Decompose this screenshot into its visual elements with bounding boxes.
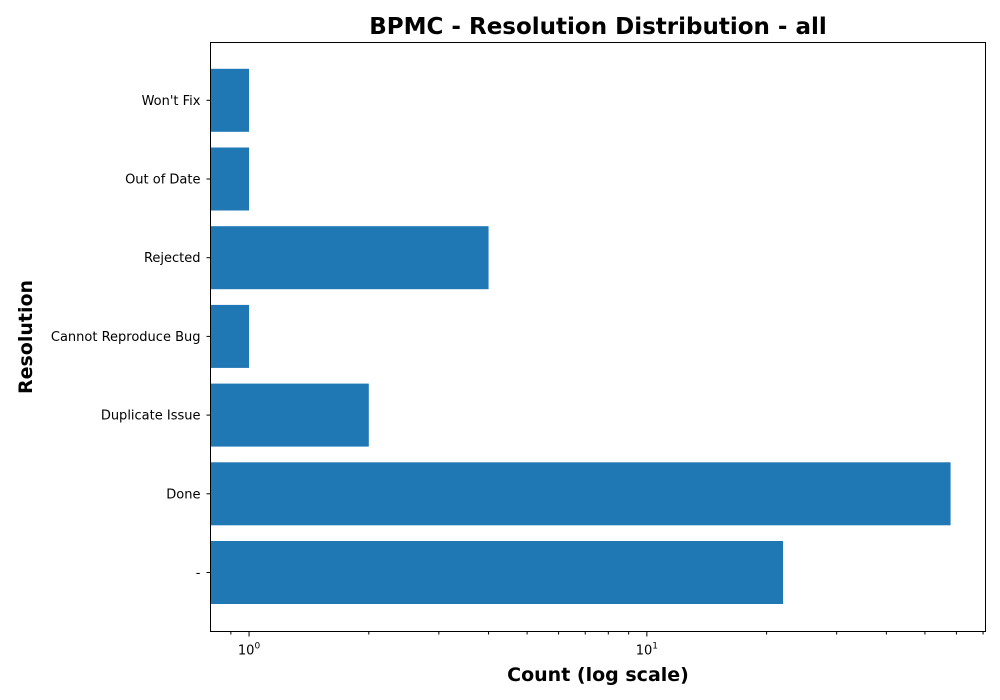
bars-group xyxy=(210,68,951,604)
bar-blank xyxy=(210,541,784,604)
y-axis-ticks: - Done Duplicate Issue Cannot Reproduce Bug… xyxy=(51,94,211,581)
x-tick-label: 100 xyxy=(238,642,261,659)
bar-duplicate-issue xyxy=(210,383,369,447)
bar-out-of-date xyxy=(210,147,250,211)
chart-title: BPMC - Resolution Distribution - all xyxy=(369,14,826,40)
x-axis-label: Count (log scale) xyxy=(507,664,689,686)
bar-rejected xyxy=(210,226,489,290)
bar-done xyxy=(210,462,951,526)
y-tick-label: Out of Date xyxy=(125,173,200,188)
y-tick-label: Rejected xyxy=(144,251,201,266)
bar-cannot-reproduce-bug xyxy=(210,304,250,368)
y-tick-label: Duplicate Issue xyxy=(101,409,201,424)
y-axis-label: Resolution xyxy=(15,280,37,394)
y-tick-label: - xyxy=(196,566,201,581)
x-tick-label: 101 xyxy=(636,642,658,659)
bar-won-t-fix xyxy=(210,68,250,132)
y-tick-label: Done xyxy=(166,487,200,502)
plot-frame xyxy=(210,42,986,632)
y-tick-label: Cannot Reproduce Bug xyxy=(51,330,201,345)
y-tick-label: Won't Fix xyxy=(142,94,201,109)
x-axis-ticks: 100 101 xyxy=(230,631,984,659)
